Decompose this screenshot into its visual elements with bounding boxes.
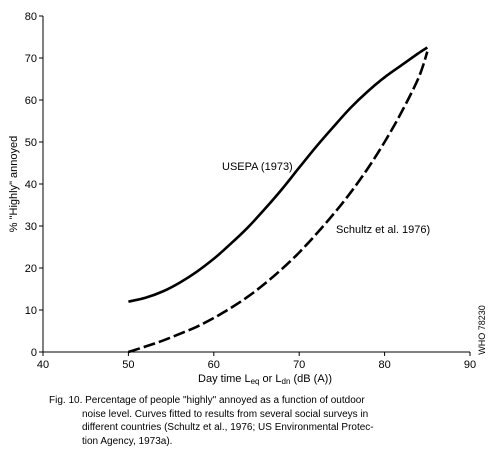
x-axis-title: Day time Leq or Ldn (dB (A)) [198, 373, 332, 386]
y-axis-title: % "Highly" annoyed [8, 136, 20, 232]
x-axis-title-mid: or L [260, 373, 282, 385]
x-tick-label-40: 40 [37, 359, 49, 371]
x-tick-label-80: 80 [378, 359, 390, 371]
axes [42, 16, 470, 353]
x-tick-label-50: 50 [122, 359, 134, 371]
chart: 40 50 60 70 80 90 0 10 20 30 40 50 60 70 80 USEPA (19… [8, 11, 487, 386]
y-tick-label-60: 60 [25, 95, 37, 107]
series-group [128, 46, 429, 354]
x-tick-label-70: 70 [293, 359, 305, 371]
series-label-schultz: Schultz et al. 1976) [336, 224, 430, 236]
series-line-usepa [128, 46, 429, 303]
x-axis-title-sub-dn: dn [282, 377, 291, 386]
side-code: WHO 78230 [477, 305, 487, 355]
y-tick-label-0: 0 [31, 347, 37, 359]
y-ticks: 0 10 20 30 40 50 60 70 80 [25, 11, 43, 359]
x-axis-title-suffix: (dB (A)) [290, 373, 332, 385]
series-line-schultz [128, 51, 429, 354]
x-axis-title-prefix: Day time L [198, 373, 251, 385]
x-axis-title-sub-eq: eq [251, 377, 260, 386]
x-ticks: 40 50 60 70 80 90 [37, 352, 476, 371]
figure-caption: Fig. 10. Percentage of people "highly" a… [49, 394, 489, 448]
x-tick-label-60: 60 [208, 359, 220, 371]
x-tick-label-90: 90 [464, 359, 476, 371]
y-tick-label-40: 40 [25, 179, 37, 191]
y-tick-label-30: 30 [25, 221, 37, 233]
caption-line-4: tion Agency, 1973a). [82, 435, 173, 447]
caption-line-2: noise level. Curves fitted to results fr… [82, 408, 369, 420]
y-tick-label-70: 70 [25, 53, 37, 65]
caption-line-3: different countries (Schultz et al., 197… [82, 422, 374, 433]
y-tick-label-20: 20 [25, 263, 37, 275]
y-tick-label-10: 10 [25, 305, 37, 317]
y-tick-label-80: 80 [25, 11, 37, 23]
caption-line-1: Fig. 10. Percentage of people "highly" a… [49, 395, 365, 406]
series-label-usepa: USEPA (1973) [222, 161, 293, 173]
y-tick-label-50: 50 [25, 137, 37, 149]
